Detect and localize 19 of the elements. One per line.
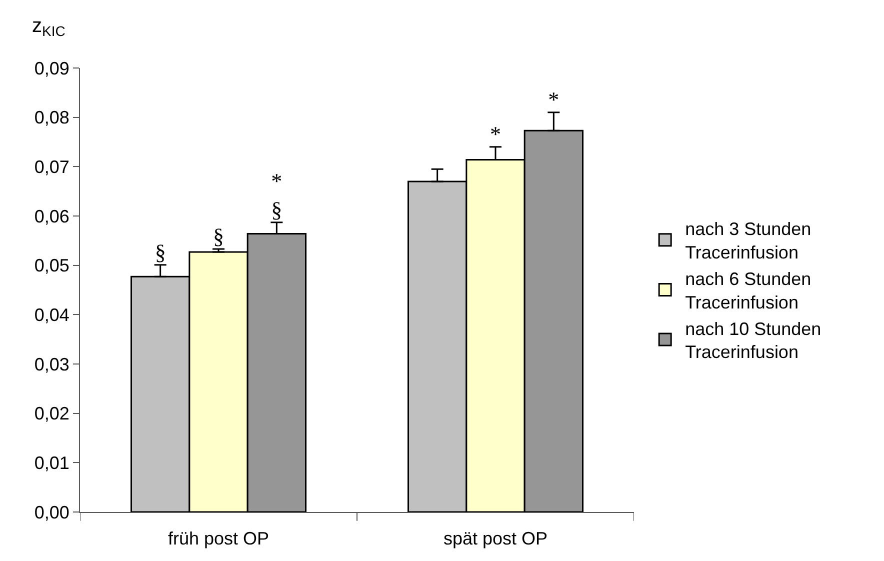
y-tick-label: 0,06 [34, 206, 70, 226]
y-tick-label: 0,03 [34, 354, 70, 374]
y-tick-label: 0,05 [34, 256, 70, 276]
legend-label: nach 10 Stunden Tracerinfusion [685, 318, 822, 362]
data-label: § [213, 224, 224, 249]
y-tick-label: 0,09 [34, 58, 70, 78]
data-label: * [548, 86, 560, 112]
y-tick-label: 0,00 [34, 502, 70, 522]
data-label: § [154, 239, 166, 264]
y-tick-label: 0,08 [34, 108, 70, 128]
y-axis-title: z$_{KIC}$ [32, 15, 66, 40]
y-tick-label: 0,02 [34, 404, 70, 424]
y-tick-label: 0,07 [34, 156, 70, 177]
y-tick-label: 0,04 [34, 304, 70, 325]
x-tick-label: spät post OP [443, 528, 548, 549]
data-label: * § [271, 168, 282, 222]
data-label: * [490, 121, 501, 146]
y-tick-label: 0,01 [34, 452, 70, 473]
x-tick-label: früh post OP [168, 528, 270, 549]
